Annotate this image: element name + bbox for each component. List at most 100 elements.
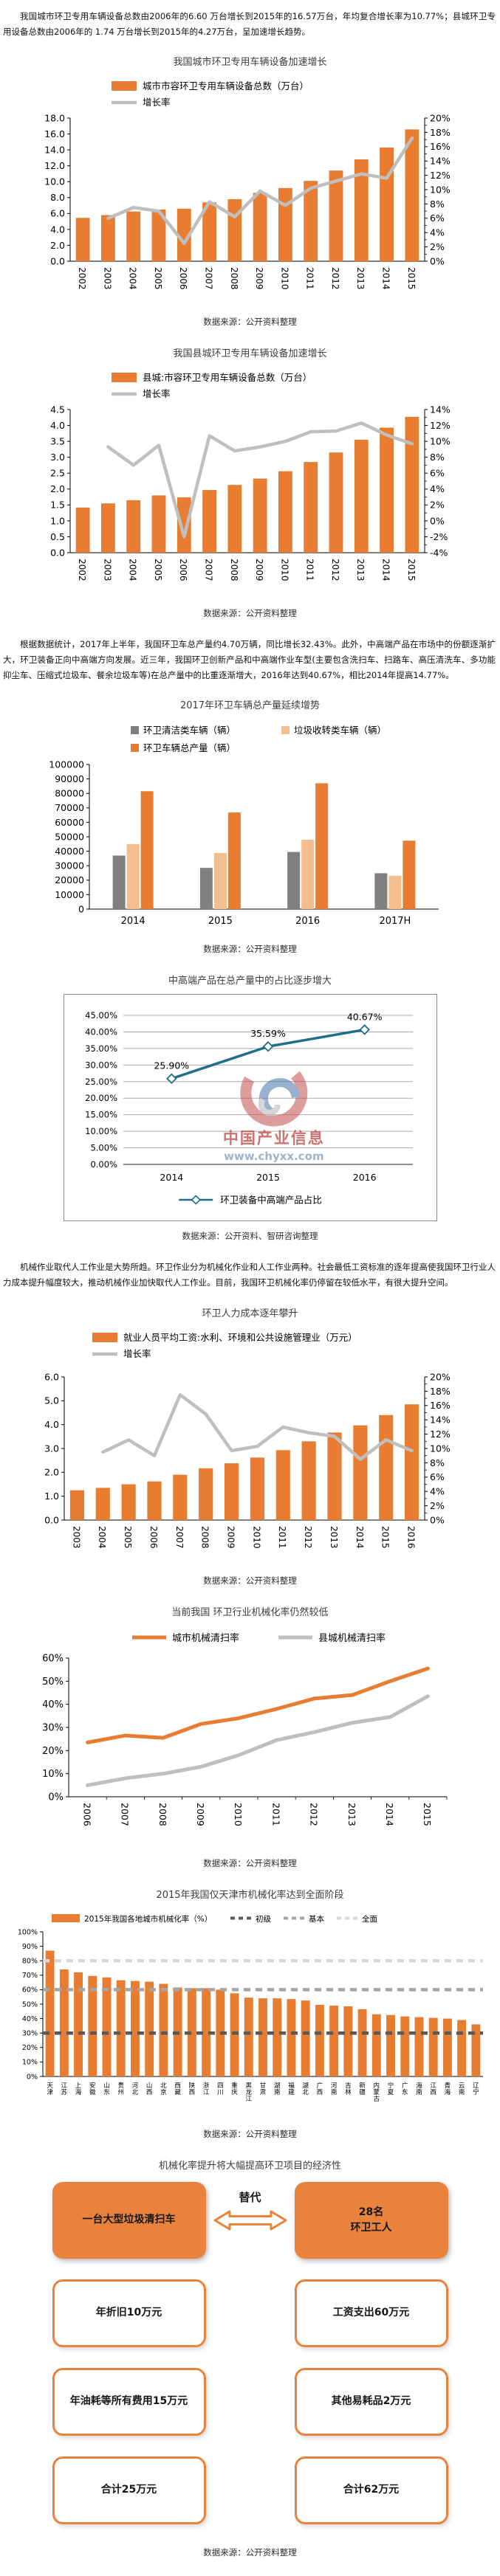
svg-text:10000: 10000: [55, 889, 84, 900]
svg-text:2011: 2011: [277, 1526, 287, 1549]
svg-text:14%: 14%: [430, 156, 451, 167]
svg-text:2007: 2007: [203, 267, 213, 290]
svg-text:4.0: 4.0: [50, 420, 65, 431]
svg-text:县城机械清扫率: 县城机械清扫率: [318, 1632, 386, 1644]
mechanization-paragraph: 机械作业取代人工作业是大势所趋。环卫作业分为机械化作业和人工作业两种。社会最低工…: [3, 1262, 496, 1288]
svg-text:就业人员平均工资:水利、环境和公共设施管理业（万元）: 就业人员平均工资:水利、环境和公共设施管理业（万元）: [123, 1332, 357, 1343]
bar: [354, 440, 369, 553]
data-point: [262, 1041, 273, 1052]
svg-text:2016: 2016: [295, 916, 320, 927]
data-point: [358, 1024, 370, 1036]
svg-text:环卫清洁类车辆（辆）: 环卫清洁类车辆（辆）: [143, 725, 236, 736]
bar: [199, 868, 213, 910]
svg-text:河南: 河南: [330, 2082, 337, 2096]
svg-text:0.5: 0.5: [50, 531, 65, 542]
svg-text:6%: 6%: [430, 468, 445, 479]
svg-text:2015: 2015: [208, 916, 232, 927]
svg-text:陕西: 陕西: [188, 2082, 195, 2096]
svg-text:广西: 广西: [316, 2082, 323, 2096]
svg-text:2015: 2015: [256, 1172, 280, 1183]
svg-text:2%: 2%: [430, 241, 445, 252]
bar: [227, 485, 242, 553]
chart-canvas: 0 10000 20000 30000 40000 50000 60000 70000 8000…: [49, 725, 439, 927]
bar: [227, 199, 242, 262]
svg-text:2006: 2006: [178, 267, 188, 290]
bar: [404, 417, 419, 553]
svg-text:2012: 2012: [329, 267, 340, 290]
svg-text:60%: 60%: [42, 1653, 64, 1664]
replace-label: 替代: [239, 2190, 261, 2204]
svg-text:2%: 2%: [430, 1500, 445, 1511]
bar: [75, 218, 90, 262]
bar: [272, 1997, 281, 2076]
bar: [379, 148, 394, 262]
svg-text:8.0: 8.0: [50, 193, 65, 204]
svg-text:城市机械清扫率: 城市机械清扫率: [172, 1632, 239, 1644]
svg-text:2003: 2003: [102, 267, 112, 290]
svg-text:80%: 80%: [21, 1957, 37, 1965]
svg-text:山西: 山西: [145, 2082, 152, 2096]
bar: [158, 1983, 168, 2076]
bar: [140, 791, 154, 910]
svg-text:2011: 2011: [304, 559, 315, 581]
bar: [378, 1415, 393, 1520]
svg-text:4.0: 4.0: [50, 224, 65, 235]
svg-text:2002: 2002: [77, 267, 87, 290]
svg-text:2.0: 2.0: [50, 484, 65, 495]
svg-text:20%: 20%: [430, 113, 451, 124]
data-source: 数据来源：公开资料整理: [203, 2128, 297, 2139]
chart-title: 2017年环卫车辆总产量延续增势: [179, 700, 321, 712]
svg-text:0.0: 0.0: [44, 1514, 59, 1525]
svg-text:8%: 8%: [430, 1457, 445, 1468]
svg-text:4%: 4%: [430, 484, 445, 495]
svg-text:河北: 河北: [131, 2082, 138, 2096]
svg-text:-2%: -2%: [430, 531, 448, 542]
line-series: [85, 1694, 430, 1787]
svg-text:90000: 90000: [55, 773, 84, 784]
svg-text:2005: 2005: [123, 1526, 133, 1549]
diagram-right-item: 合计62万元: [294, 2456, 448, 2524]
svg-text:0%: 0%: [430, 256, 445, 267]
svg-text:2009: 2009: [225, 1526, 236, 1549]
svg-text:0: 0: [78, 904, 84, 915]
svg-text:2013: 2013: [355, 267, 366, 290]
bar: [202, 490, 216, 553]
svg-text:40%: 40%: [21, 2015, 37, 2023]
svg-text:20%: 20%: [430, 1371, 451, 1382]
svg-text:西藏: 西藏: [174, 2082, 181, 2096]
bar: [329, 2005, 338, 2076]
svg-text:10%: 10%: [430, 1443, 451, 1454]
legend: 就业人员平均工资:水利、环境和公共设施管理业（万元） 增长率: [92, 1332, 357, 1359]
svg-text:10%: 10%: [21, 2059, 37, 2067]
bar: [352, 1425, 367, 1520]
bar: [100, 503, 115, 553]
bars-group: [69, 1403, 419, 1520]
bar: [73, 1972, 83, 2076]
chart-section-city-vehicles: 我国城市环卫专用车辆设备加速增长 0.0 2.0 4.0 6.0 8.0 10.0 12.0…: [0, 54, 500, 328]
bar: [45, 1950, 55, 2076]
chart-midhigh-share: 0.00% 5.00% 10.00% 15.00% 20.00% 25.00% 30.00%…: [66, 998, 435, 1219]
bar: [244, 1997, 253, 2076]
bar: [116, 1980, 126, 2076]
svg-text:2016: 2016: [405, 1526, 416, 1549]
bar: [379, 427, 394, 553]
svg-text:30.00%: 30.00%: [85, 1060, 117, 1071]
diagram-right-item: 其他易耗品2万元: [294, 2367, 448, 2436]
svg-text:内蒙古: 内蒙古: [373, 2082, 380, 2103]
line-series: [100, 1392, 414, 1461]
svg-text:2014: 2014: [383, 1803, 394, 1826]
chart-canvas: 0.0 2.0 4.0 6.0 8.0 10.0 12.0 14.0 16.0 18.0 0% 2% 4…: [44, 80, 451, 290]
svg-text:8%: 8%: [430, 452, 445, 463]
svg-text:0%: 0%: [430, 516, 445, 527]
bar: [213, 853, 227, 910]
bar: [315, 783, 328, 910]
svg-text:18%: 18%: [430, 1386, 451, 1397]
chart-section-labor-cost: 环卫人力成本逐年攀升 0.0 1.0 2.0 3.0 4.0 5.0 6.0 0% 2% 4% 6%…: [0, 1305, 500, 1586]
svg-text:2015: 2015: [405, 267, 416, 290]
svg-text:60000: 60000: [55, 817, 84, 828]
chart-title: 中高端产品在总产量中的占比逐步增大: [168, 976, 332, 987]
bar: [428, 2017, 438, 2076]
svg-text:16%: 16%: [430, 142, 451, 153]
svg-text:4.0: 4.0: [44, 1419, 59, 1430]
chart-labor-cost: 0.0 1.0 2.0 3.0 4.0 5.0 6.0 0% 2% 4% 6% 8% 10% 12% 14%…: [0, 1327, 500, 1566]
